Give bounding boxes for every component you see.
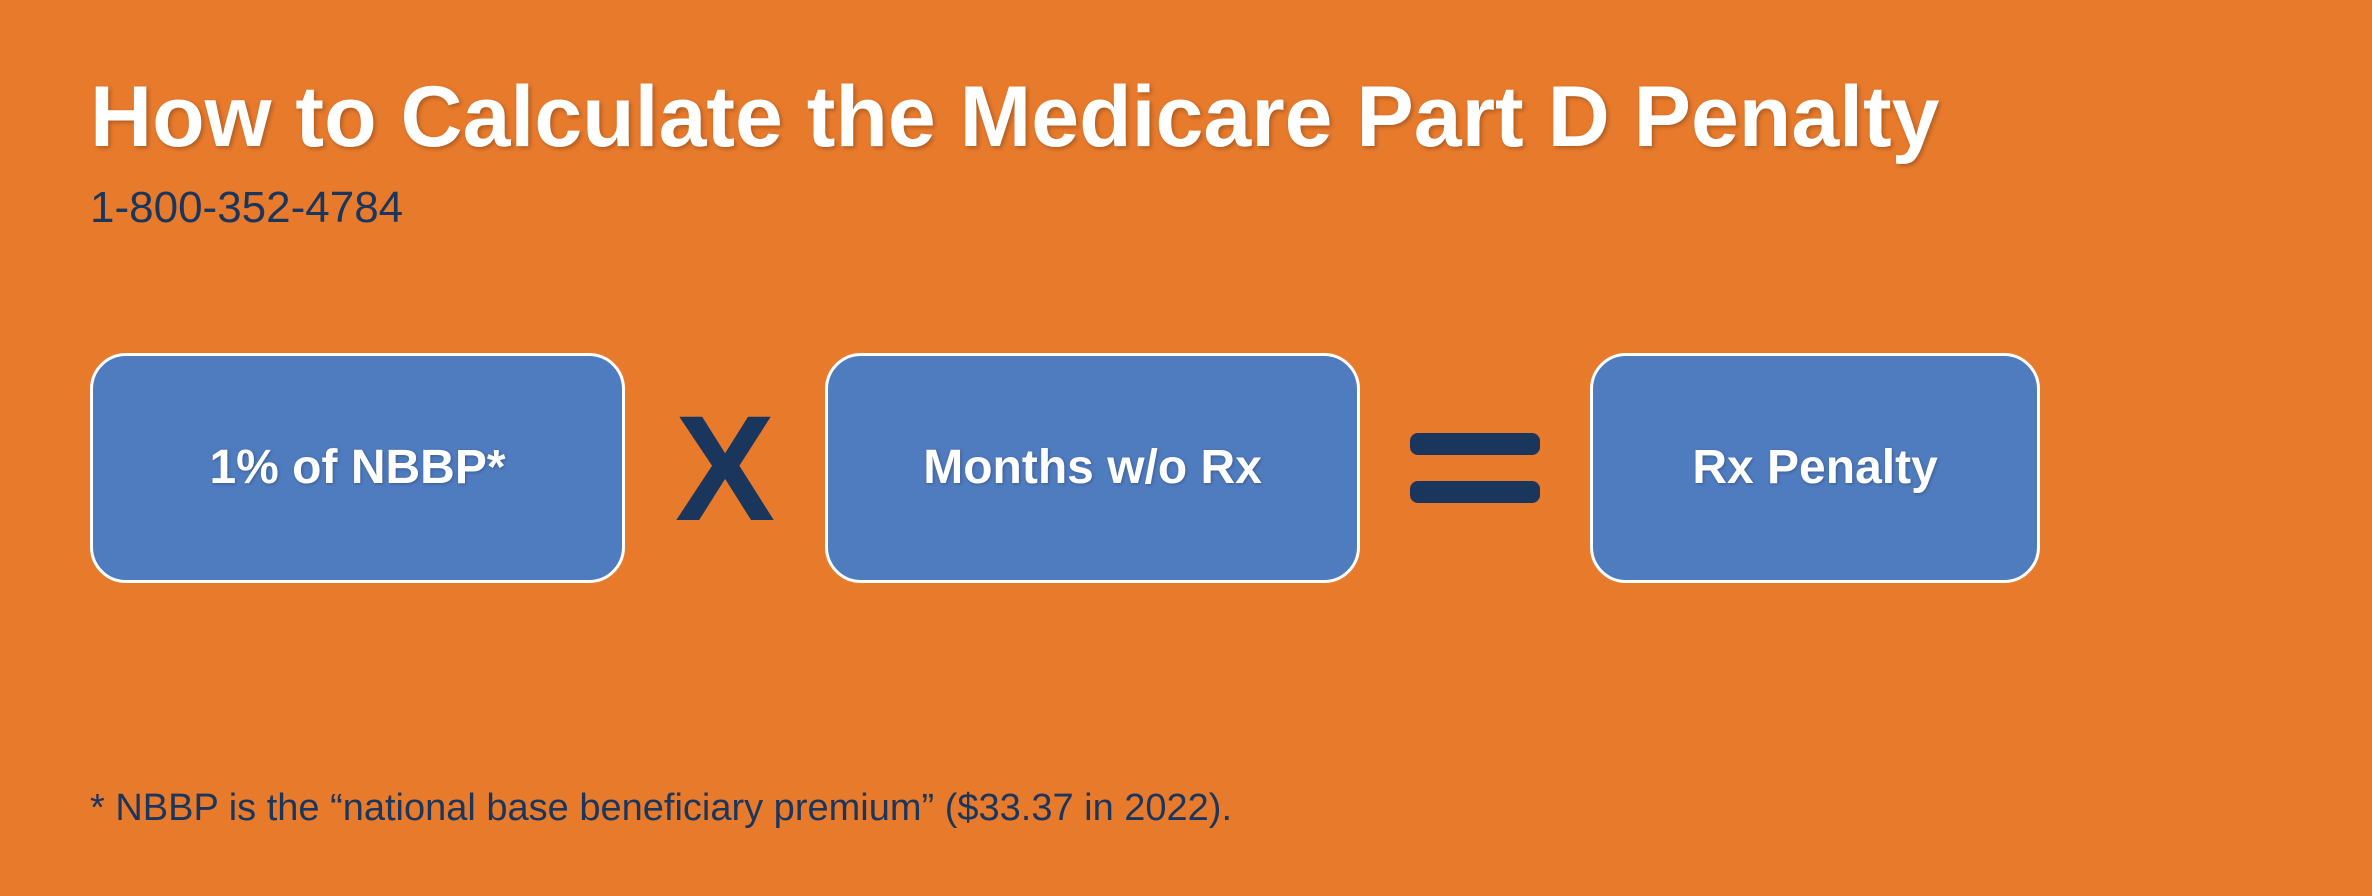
page-title: How to Calculate the Medicare Part D Pen… [90, 70, 2282, 165]
phone-number: 1-800-352-4784 [90, 183, 2282, 233]
equals-operator [1410, 433, 1540, 503]
formula-row: 1% of NBBP* X Months w/o Rx Rx Penalty [90, 353, 2282, 583]
term-months: Months w/o Rx [825, 353, 1360, 583]
equals-bar-top [1410, 433, 1540, 455]
footnote: * NBBP is the “national base beneficiary… [90, 787, 2282, 836]
infographic-canvas: How to Calculate the Medicare Part D Pen… [0, 0, 2372, 896]
term-nbbp: 1% of NBBP* [90, 353, 625, 583]
multiply-operator: X [675, 393, 775, 543]
equals-bar-bottom [1410, 481, 1540, 503]
term-result: Rx Penalty [1590, 353, 2040, 583]
